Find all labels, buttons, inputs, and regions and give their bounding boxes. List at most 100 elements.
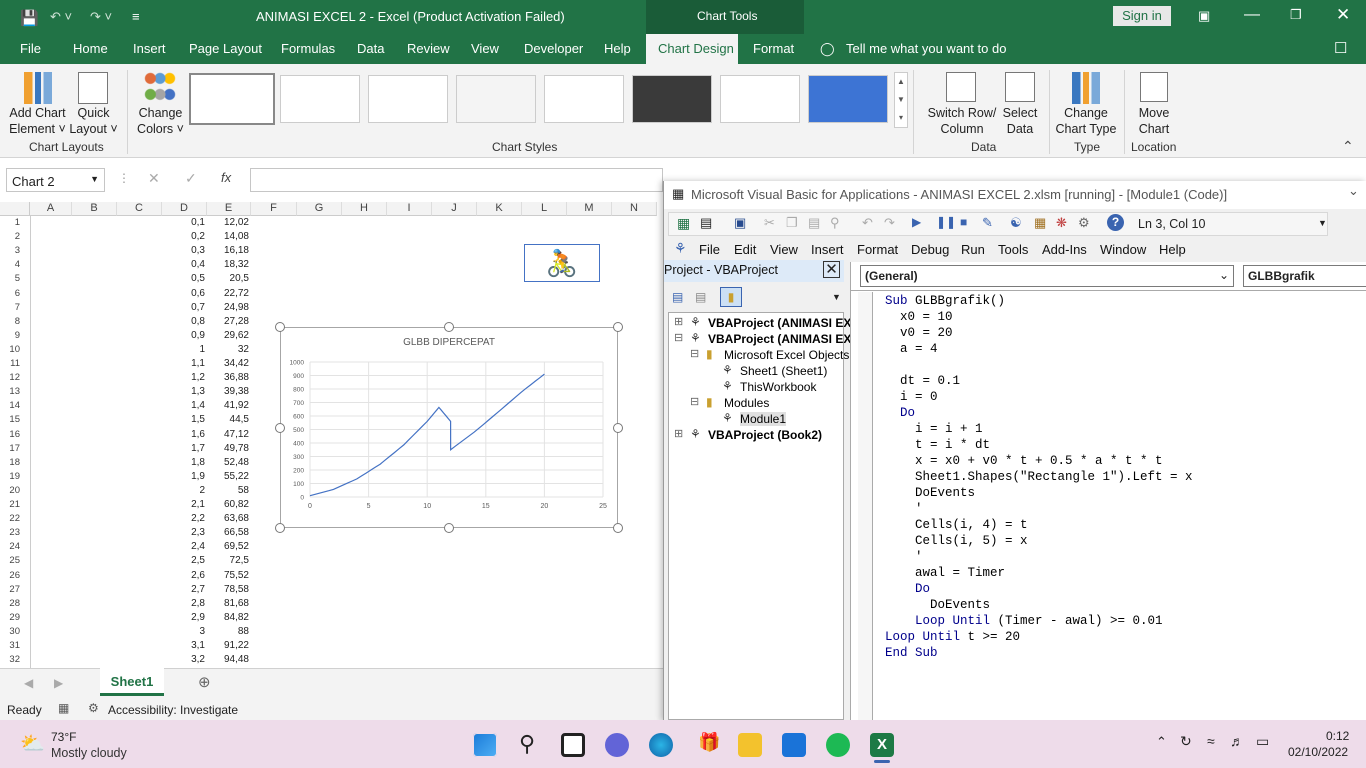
cell-e[interactable]: 66,58 [223,527,249,539]
bicycle-picture[interactable]: 🚴 [524,244,600,282]
toolbox-icon[interactable]: ⚙ [1078,215,1090,230]
code-line[interactable]: i = 0 [885,390,938,404]
column-header[interactable]: M [567,202,612,216]
accessibility-icon[interactable]: ⚙ [88,701,99,715]
cell-d[interactable]: 2,6 [191,569,205,581]
vba-help-icon[interactable]: ? [1107,214,1124,231]
start-windows-icon[interactable] [473,733,497,757]
row-header[interactable]: 29 [9,611,20,623]
insert-function-icon[interactable]: fx [221,170,232,185]
cell-d[interactable]: 0,7 [191,301,205,313]
chevron-down-icon[interactable]: ⌄ [1218,268,1229,282]
row-header[interactable]: 13 [9,386,20,398]
chart-style-8[interactable] [808,75,888,123]
chart-style-3[interactable] [368,75,448,123]
wifi-icon[interactable]: ≈ [1207,733,1215,749]
cell-d[interactable]: 2,5 [191,555,205,567]
cell-e[interactable]: 78,58 [223,583,249,595]
enter-icon[interactable]: ✓ [185,170,197,186]
volume-icon[interactable]: ♬ [1230,733,1244,749]
row-header[interactable]: 3 [14,245,20,257]
cell-e[interactable]: 41,92 [223,400,249,412]
vba-menu-edit[interactable]: Edit [734,242,757,257]
view-code-icon[interactable]: ▤ [672,290,684,304]
cell-e[interactable]: 49,78 [223,442,249,454]
cell-e[interactable]: 58 [237,484,249,496]
row-header[interactable]: 7 [14,301,20,313]
code-line[interactable]: Do [885,406,915,420]
code-line[interactable]: x0 = 10 [885,310,953,324]
column-header[interactable]: A [30,202,72,216]
sync-icon[interactable]: ↻ [1180,733,1192,749]
paste-icon[interactable]: ▤ [808,215,821,230]
view-excel-icon[interactable]: ▦ [677,215,691,231]
pane-scroll-icon[interactable]: ▼ [832,292,841,302]
code-line[interactable]: Sheet1.Shapes("Rectangle 1").Left = x [885,470,1193,484]
row-header[interactable]: 10 [9,343,20,355]
break-icon[interactable]: ❚❚ [936,215,957,229]
code-line[interactable]: DoEvents [885,486,976,500]
cell-d[interactable]: 3,2 [191,654,205,666]
chart-resize-handle[interactable] [444,523,454,533]
column-header[interactable]: N [612,202,657,216]
sheet-tab-sheet1[interactable]: Sheet1 [100,668,164,696]
cell-e[interactable]: 63,68 [223,513,249,525]
row-header[interactable]: 19 [9,470,20,482]
vba-menu-window[interactable]: Window [1100,242,1147,257]
properties-icon[interactable]: ▦ [1034,215,1047,230]
cell-e[interactable]: 24,98 [223,301,249,313]
chart-resize-handle[interactable] [613,322,623,332]
row-header[interactable]: 28 [9,597,20,609]
procedure-dropdown[interactable]: GLBBgrafik [1243,265,1366,287]
row-header[interactable]: 27 [9,583,20,595]
code-line[interactable]: ' [885,502,923,516]
cell-d[interactable]: 0,3 [191,245,205,257]
code-line[interactable]: Loop Until (Timer - awal) >= 0.01 [915,614,1163,628]
customize-qat-icon[interactable]: ≡ [132,9,140,24]
row-header[interactable]: 18 [9,456,20,468]
cell-d[interactable]: 0,1 [191,217,205,228]
column-header[interactable]: F [251,202,297,216]
column-header[interactable]: G [297,202,342,216]
cell-d[interactable]: 2 [199,484,205,496]
cell-d[interactable]: 1,2 [191,372,205,384]
cell-e[interactable]: 72,5 [229,555,249,567]
cell-e[interactable]: 20,5 [229,273,249,285]
toggle-folders-icon[interactable]: ▮ [720,287,742,307]
tab-view[interactable]: View [471,41,499,56]
reset-icon[interactable]: ■ [960,215,968,229]
cell-e[interactable]: 94,48 [223,654,249,666]
cell-d[interactable]: 1,6 [191,428,205,440]
move-chart-button[interactable]: Move Chart [1128,105,1180,137]
row-header[interactable]: 25 [9,555,20,567]
row-header[interactable]: 1 [14,217,20,228]
redo-icon[interactable]: ↷ ˅ [90,9,113,24]
weather-icon[interactable]: ⛅ [20,733,45,755]
cell-d[interactable]: 2,4 [191,541,205,553]
vba-menu-file[interactable]: File [699,242,720,257]
row-header[interactable]: 22 [9,513,20,525]
cell-d[interactable]: 0,8 [191,315,205,327]
cell-e[interactable]: 52,48 [223,456,249,468]
tab-developer[interactable]: Developer [524,41,584,56]
cell-d[interactable]: 0,2 [191,231,205,243]
tab-formulas[interactable]: Formulas [281,41,336,56]
code-line[interactable]: awal = Timer [885,566,1006,580]
cell-e[interactable]: 84,82 [223,611,249,623]
chart-resize-handle[interactable] [275,423,285,433]
object-browser-icon[interactable]: ❋ [1056,215,1067,230]
cell-d[interactable]: 3 [199,625,205,637]
switch-row-column-button[interactable]: Switch Row/Column [924,105,1000,137]
copy-icon[interactable]: ❐ [786,215,798,230]
cell-e[interactable]: 44,5 [229,414,249,426]
chevron-down-icon[interactable]: ▼ [90,174,99,184]
chart-resize-handle[interactable] [275,523,285,533]
code-line[interactable]: a = 4 [885,342,938,356]
view-object-icon[interactable]: ▤ [695,290,707,304]
quick-layout-button[interactable]: Quick Layout ˅ [66,105,121,137]
toolbar-overflow-icon[interactable]: ▼ [1318,218,1327,228]
chart-object[interactable] [280,327,618,528]
column-header[interactable]: D [162,202,207,216]
cell-e[interactable]: 34,42 [223,358,249,369]
cell-d[interactable]: 2,7 [191,583,205,595]
